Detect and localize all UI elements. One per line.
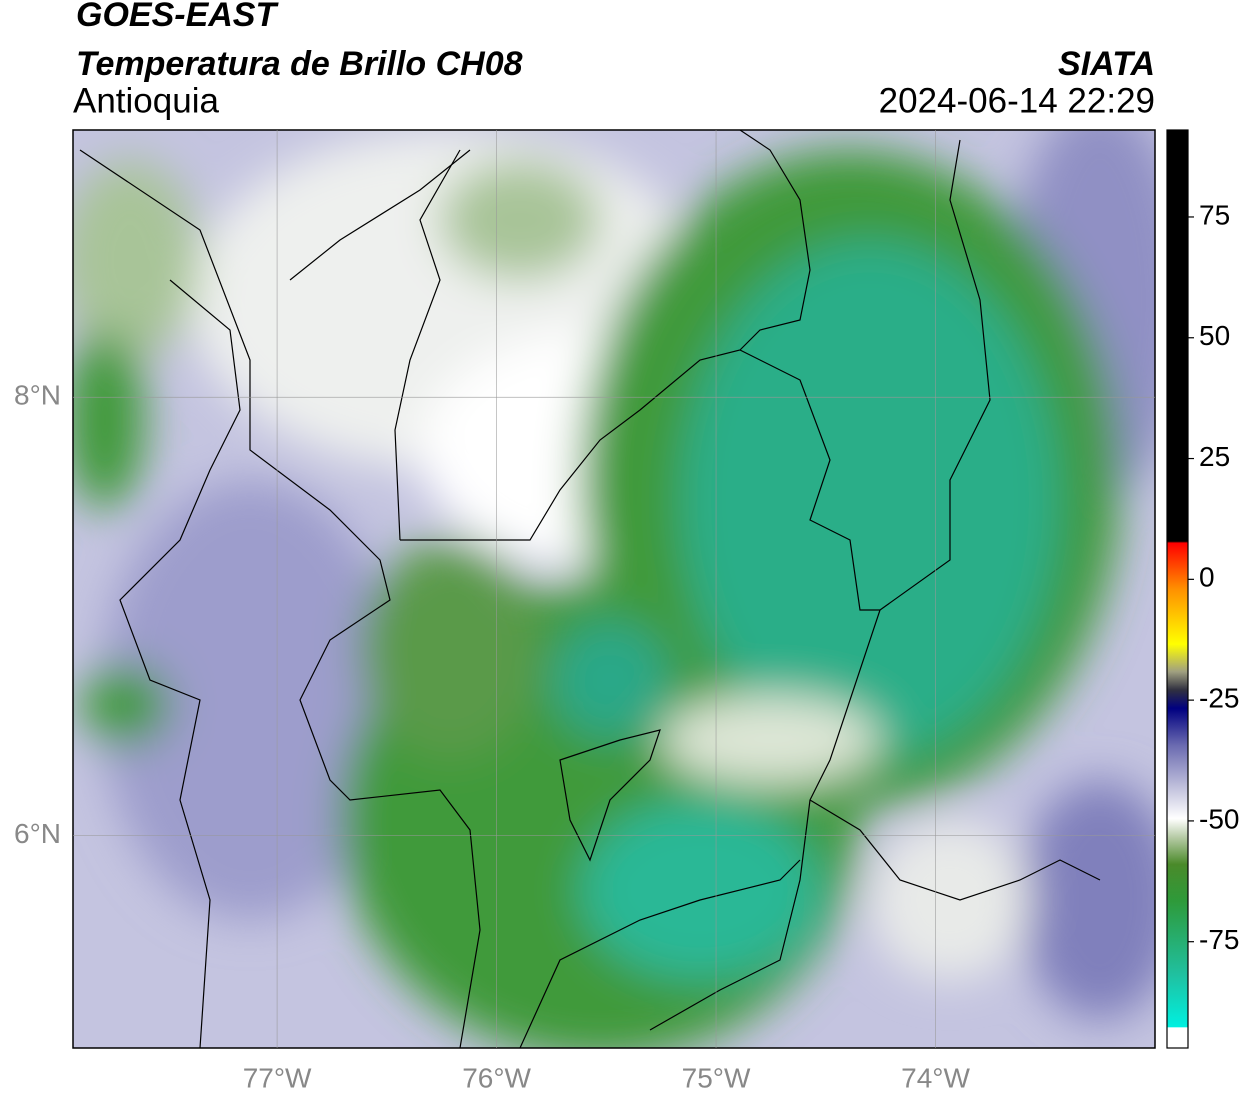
colorbar-label: 0 — [1199, 562, 1215, 593]
colorbar-label: -25 — [1199, 683, 1239, 714]
colorbar-label: 25 — [1199, 441, 1230, 472]
region: Antioquia — [73, 81, 219, 120]
boundaries — [79, 130, 1101, 1048]
lon-label: 75°W — [682, 1062, 751, 1093]
colorbar-label: 50 — [1199, 320, 1230, 351]
colorbar-label: 75 — [1199, 199, 1230, 230]
title: GOES-EAST — [76, 0, 279, 34]
lon-label: 77°W — [243, 1062, 312, 1093]
satellite-image — [73, 130, 1155, 1048]
map-frame — [72, 129, 1156, 1049]
source: SIATA — [1058, 45, 1155, 83]
lon-label: 76°W — [462, 1062, 531, 1093]
lon-label: 74°W — [901, 1062, 970, 1093]
colorbar-label: -75 — [1199, 924, 1239, 955]
colorbar-label: -50 — [1199, 803, 1239, 834]
colorbar — [1166, 129, 1189, 1049]
subtitle: Temperatura de Brillo CH08 — [76, 45, 523, 83]
lat-label: 8°N — [14, 380, 61, 411]
lat-label: 6°N — [14, 818, 61, 849]
datetime: 2024-06-14 22:29 — [879, 81, 1155, 120]
